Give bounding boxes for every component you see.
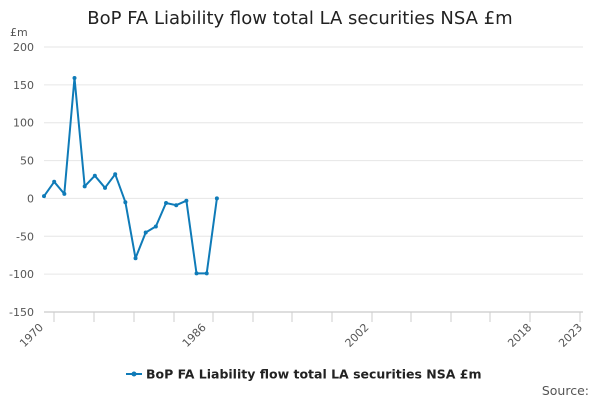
legend-series-marker <box>131 371 137 377</box>
data-point[interactable] <box>174 203 179 208</box>
gridlines: -150 -100 -50 0 50 100 150 200 <box>9 41 583 319</box>
legend-series-label: BoP FA Liability flow total LA securitie… <box>146 367 482 382</box>
y-tick-label: 200 <box>13 41 34 54</box>
y-tick-label: -100 <box>9 268 34 281</box>
y-axis-unit-label: £m <box>10 26 28 39</box>
y-tick-label: 0 <box>27 192 34 205</box>
x-tick-label: 2023 <box>556 321 585 350</box>
data-point[interactable] <box>164 200 169 205</box>
data-point[interactable] <box>72 76 77 81</box>
x-tick-label: 2018 <box>505 321 534 350</box>
data-point[interactable] <box>204 271 209 276</box>
data-point[interactable] <box>184 198 189 203</box>
x-tick-label: 1970 <box>17 321 46 350</box>
x-tick-label: 1986 <box>180 321 209 350</box>
data-point[interactable] <box>214 196 219 201</box>
legend[interactable]: BoP FA Liability flow total LA securitie… <box>126 367 482 382</box>
series-layer <box>42 76 219 276</box>
x-tick-label: 2002 <box>343 321 372 350</box>
source-label: Source: <box>542 383 589 398</box>
data-point[interactable] <box>82 184 87 189</box>
data-point[interactable] <box>42 194 46 199</box>
data-point[interactable] <box>133 256 138 261</box>
y-tick-label: -50 <box>16 230 34 243</box>
data-point[interactable] <box>103 185 108 190</box>
data-point[interactable] <box>194 271 199 276</box>
y-tick-label: 50 <box>20 155 34 168</box>
data-point[interactable] <box>62 191 67 196</box>
chart-title: BoP FA Liability flow total LA securitie… <box>87 8 512 29</box>
x-axis: 1970 1986 2002 2018 2023 <box>17 312 585 350</box>
data-point[interactable] <box>52 179 57 184</box>
data-point[interactable] <box>143 230 148 235</box>
y-tick-label: 150 <box>13 79 34 92</box>
data-point[interactable] <box>123 200 128 205</box>
y-tick-label: -150 <box>9 306 34 319</box>
data-point[interactable] <box>153 224 158 229</box>
data-point[interactable] <box>92 173 97 178</box>
data-point[interactable] <box>113 172 118 177</box>
series-line <box>43 77 218 275</box>
y-tick-label: 100 <box>13 117 34 130</box>
